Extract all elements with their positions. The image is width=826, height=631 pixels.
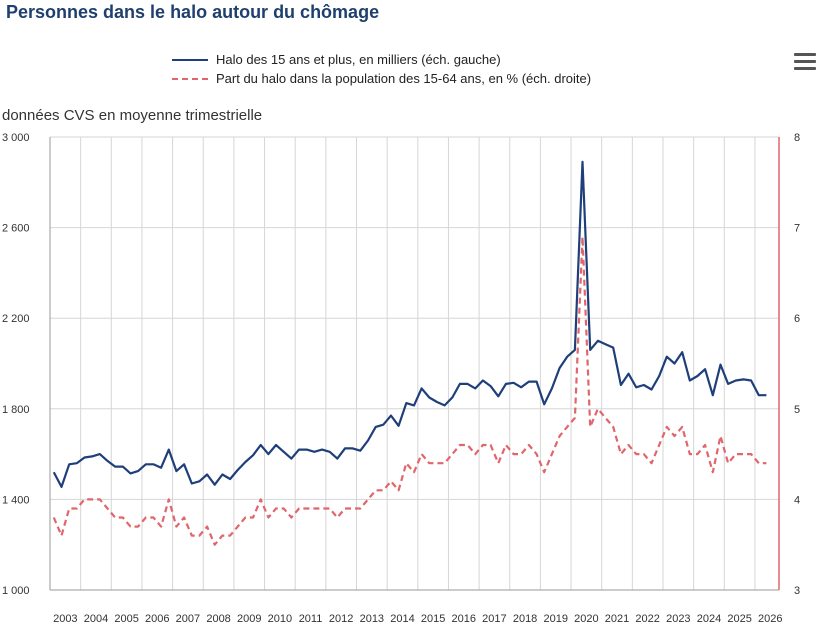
x-tick-label: 2012 bbox=[329, 613, 353, 625]
legend-item-halo[interactable]: Halo des 15 ans et plus, en milliers (éc… bbox=[172, 50, 591, 69]
y-left-tick-label: 1 400 bbox=[2, 494, 30, 506]
legend-label-halo: Halo des 15 ans et plus, en milliers (éc… bbox=[216, 52, 501, 67]
x-tick-label: 2025 bbox=[727, 613, 751, 625]
y-right-tick-label: 5 bbox=[794, 404, 800, 416]
y-right-tick-label: 6 bbox=[794, 313, 800, 325]
x-tick-label: 2020 bbox=[574, 613, 598, 625]
y-right-tick-label: 4 bbox=[794, 494, 800, 506]
legend-swatch-dashed bbox=[172, 77, 208, 80]
x-tick-label: 2026 bbox=[758, 613, 782, 625]
x-tick-label: 2011 bbox=[299, 613, 323, 625]
legend-swatch-solid bbox=[172, 58, 208, 61]
y-left-tick-label: 1 800 bbox=[2, 404, 30, 416]
chart-subtitle: données CVS en moyenne trimestrielle bbox=[2, 107, 263, 124]
x-tick-label: 2018 bbox=[513, 613, 537, 625]
x-tick-label: 2014 bbox=[390, 613, 414, 625]
x-tick-label: 2004 bbox=[84, 613, 108, 625]
legend-item-part[interactable]: Part du halo dans la population des 15-6… bbox=[172, 69, 591, 88]
x-tick-label: 2009 bbox=[237, 613, 261, 625]
y-right-tick-label: 3 bbox=[794, 585, 800, 597]
x-tick-label: 2013 bbox=[360, 613, 384, 625]
x-tick-label: 2024 bbox=[697, 613, 721, 625]
legend: Halo des 15 ans et plus, en milliers (éc… bbox=[172, 50, 591, 88]
y-right-tick-label: 7 bbox=[794, 223, 800, 235]
chart-title: Personnes dans le halo autour du chômage bbox=[6, 2, 380, 22]
x-tick-label: 2019 bbox=[543, 613, 567, 625]
series-line-part bbox=[52, 235, 767, 546]
y-left-tick-label: 2 600 bbox=[2, 223, 30, 235]
x-tick-label: 2007 bbox=[176, 613, 200, 625]
x-tick-label: 2010 bbox=[268, 613, 292, 625]
x-tick-label: 2015 bbox=[421, 613, 445, 625]
hamburger-menu-icon[interactable] bbox=[794, 53, 816, 71]
x-tick-label: 2008 bbox=[206, 613, 230, 625]
legend-label-part: Part du halo dans la population des 15-6… bbox=[216, 71, 592, 86]
y-left-tick-label: 1 000 bbox=[2, 585, 30, 597]
x-tick-label: 2003 bbox=[53, 613, 77, 625]
x-tick-label: 2022 bbox=[635, 613, 659, 625]
x-tick-label: 2017 bbox=[482, 613, 506, 625]
series-line-halo bbox=[52, 160, 767, 488]
x-tick-label: 2023 bbox=[666, 613, 690, 625]
x-tick-label: 2016 bbox=[452, 613, 476, 625]
x-tick-label: 2005 bbox=[114, 613, 138, 625]
x-tick-label: 2021 bbox=[605, 613, 629, 625]
y-left-tick-label: 3 000 bbox=[2, 132, 30, 144]
y-left-tick-label: 2 200 bbox=[2, 313, 30, 325]
y-right-tick-label: 8 bbox=[794, 132, 800, 144]
x-tick-label: 2006 bbox=[145, 613, 169, 625]
